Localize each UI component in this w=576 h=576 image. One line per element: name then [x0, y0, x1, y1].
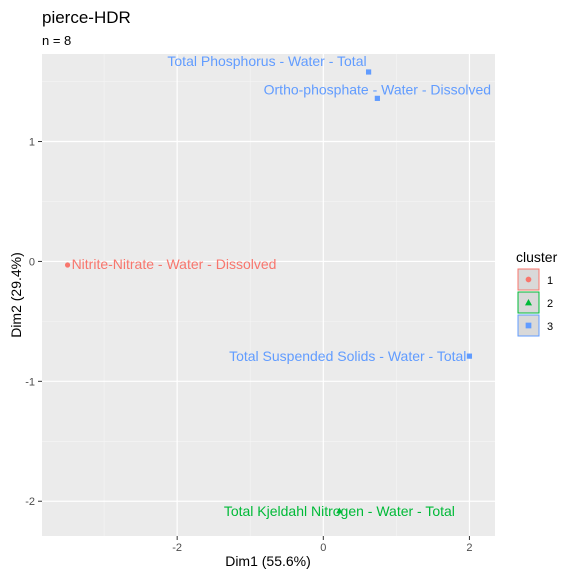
legend-label: 2: [547, 298, 553, 310]
data-point: [466, 353, 473, 359]
y-tick-label: -2: [25, 496, 35, 508]
major-gridlines: [42, 54, 495, 536]
legend-symbol: [525, 276, 532, 283]
point-label: Ortho-phosphate - Water - Dissolved: [264, 81, 491, 97]
data-point: [336, 507, 343, 514]
y-tick-label: -1: [25, 376, 35, 388]
x-tick-label: -2: [172, 542, 182, 554]
point-label: Total Suspended Solids - Water - Total: [229, 348, 466, 364]
data-point: [64, 262, 71, 268]
data-point: [365, 69, 372, 75]
chart-title: pierce-HDR: [42, 8, 131, 27]
x-tick-label: 0: [320, 542, 326, 554]
legend-label: 1: [547, 275, 553, 287]
point-label: Total Phosphorus - Water - Total: [167, 53, 366, 69]
data-point: [374, 95, 380, 101]
legend-symbol: [525, 322, 532, 329]
x-tick-label: 2: [466, 542, 472, 554]
minor-gridlines: [42, 54, 495, 536]
y-axis: -2 -1 0 1: [25, 137, 42, 508]
y-axis-title: Dim2 (29.4%): [8, 252, 24, 338]
legend-label: 3: [547, 321, 553, 333]
x-axis: -2 0 2: [172, 536, 472, 554]
legend: cluster 1 2 3: [516, 249, 558, 337]
point-label: Nitrite-Nitrate - Water - Dissolved: [72, 256, 277, 272]
y-tick-label: 1: [29, 137, 35, 149]
data-points: [64, 69, 473, 514]
legend-symbol: [524, 298, 533, 306]
y-tick-label: 0: [29, 256, 35, 268]
point-label: Total Kjeldahl Nitrogen - Water - Total: [224, 503, 455, 519]
legend-title: cluster: [516, 249, 558, 265]
chart-subtitle: n = 8: [42, 33, 71, 48]
point-labels: Total Phosphorus - Water - Total Ortho-ph…: [72, 53, 492, 519]
plot-panel: [42, 54, 495, 536]
x-axis-title: Dim1 (55.6%): [225, 553, 311, 569]
